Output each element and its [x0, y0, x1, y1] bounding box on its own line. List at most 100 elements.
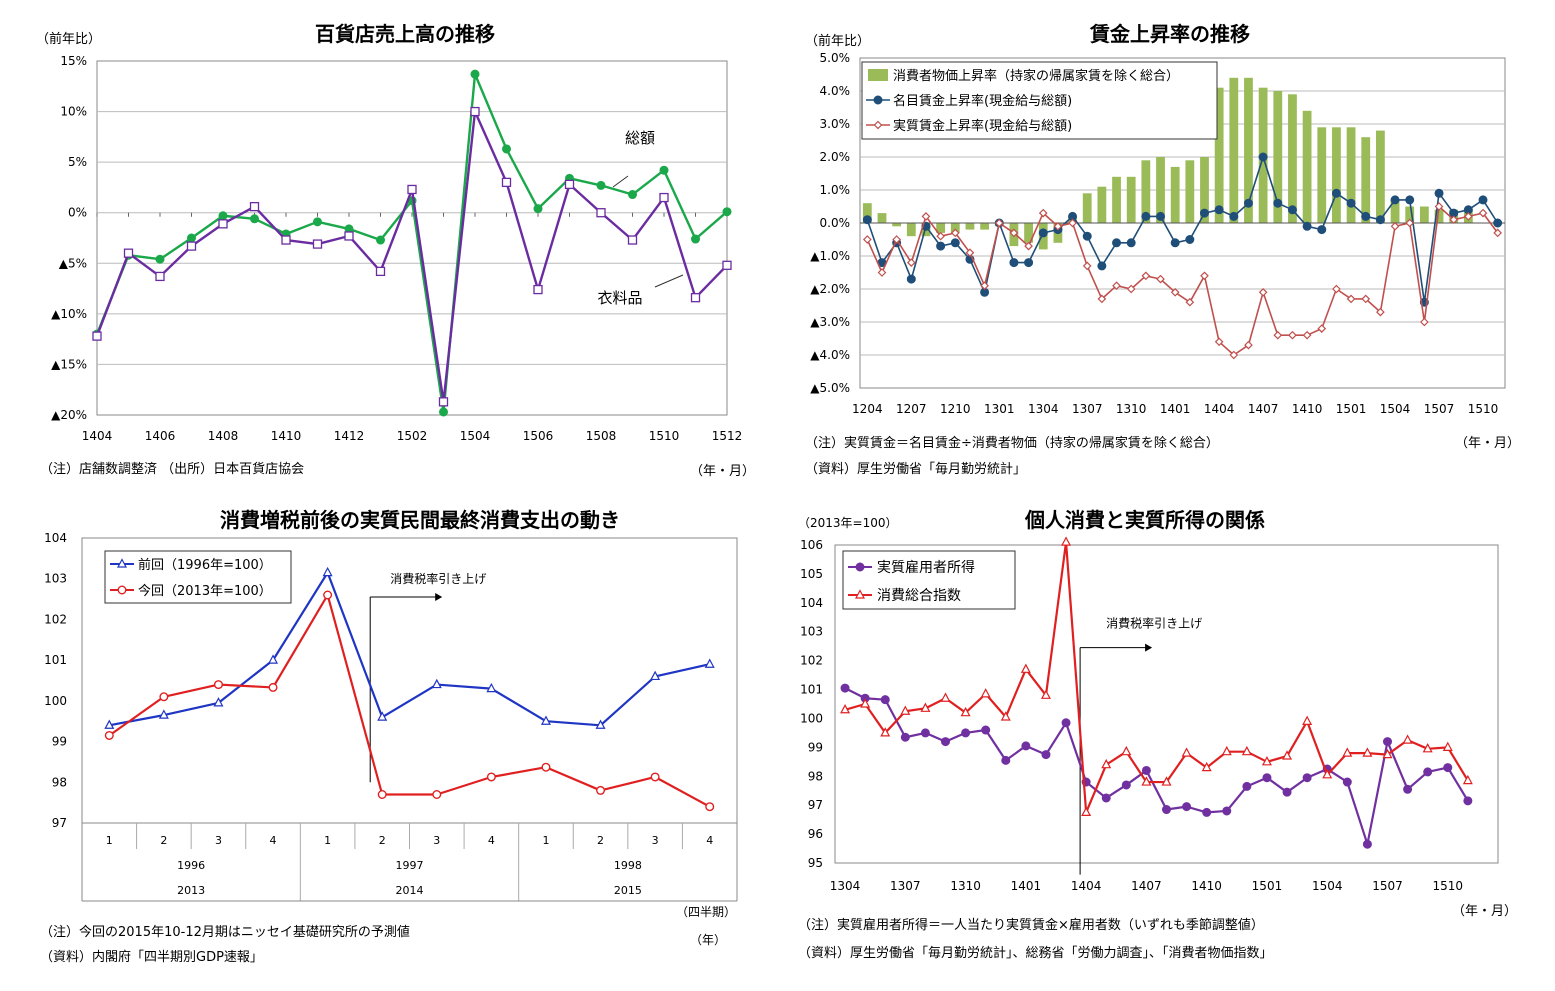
x-tick-label: 1407: [1248, 402, 1279, 416]
cpi-bar: [906, 223, 916, 237]
data-point: [1262, 773, 1272, 783]
y-tick-label: 4.0%: [820, 84, 851, 98]
panel-wage-growth: 賃金上昇率の推移 （前年比） 5.0% 4.0% 3.0% 2.0% 1.0% 0.0% ▲…: [780, 0, 1555, 480]
quarter-label: 3: [652, 834, 659, 847]
x-tick-label: 1404: [1204, 402, 1235, 416]
x-tick-label: 1210: [940, 402, 971, 416]
data-point: [960, 706, 971, 717]
data-point: [375, 266, 386, 277]
data-point: [1162, 805, 1172, 815]
data-point: [249, 214, 259, 224]
series-label-pointer: [654, 274, 684, 288]
data-point: [312, 239, 323, 249]
annotation-arrowhead: [435, 593, 443, 602]
data-point: [1126, 238, 1136, 248]
data-point: [1361, 211, 1371, 221]
year-label-prev: 1998: [614, 859, 642, 872]
data-point: [961, 728, 971, 738]
data-point: [1001, 755, 1011, 765]
cpi-bar: [1082, 193, 1092, 223]
data-point: [1442, 741, 1453, 751]
cpi-bar: [1156, 157, 1165, 223]
cpi-bar: [1126, 176, 1136, 223]
y-tick-label: 5.0%: [820, 51, 851, 65]
data-point: [377, 790, 387, 800]
data-point: [1390, 195, 1400, 205]
year-label-prev: 1996: [177, 859, 205, 872]
y-tick-label: ▲20%: [51, 408, 87, 422]
data-point: [1302, 715, 1313, 725]
data-point: [1288, 330, 1297, 340]
series-label-pointer: [612, 175, 629, 188]
data-point: [1332, 284, 1341, 294]
quarter-label: 1: [542, 834, 549, 847]
cpi-bar: [936, 223, 946, 233]
y-tick-label: 0.0%: [820, 216, 851, 230]
data-point: [650, 670, 661, 681]
x-unit-label: （年・月）: [690, 464, 756, 479]
data-point: [1322, 769, 1333, 779]
data-point: [1241, 745, 1252, 756]
y-tick-label: ▲5.0%: [810, 381, 850, 395]
note-1: （注）実質賃金＝名目賃金÷消費者物価（持家の帰属家賃を除く総合）: [805, 436, 1219, 451]
cpi-bar: [1317, 127, 1327, 223]
y-tick-label: 106: [800, 538, 823, 552]
data-point: [1040, 689, 1051, 699]
data-point: [1112, 238, 1122, 248]
note-1: （注）実質雇用者所得＝一人当たり実質賃金×雇用者数（いずれも季節調整値）: [798, 918, 1264, 933]
year-label-curr: 2015: [614, 884, 642, 897]
data-point: [1282, 787, 1292, 797]
cpi-bar: [1332, 127, 1341, 223]
data-point: [704, 658, 715, 668]
data-point: [1331, 188, 1341, 198]
data-point: [892, 235, 901, 244]
legend-marker: [855, 589, 865, 599]
data-point: [1420, 317, 1429, 327]
cpi-bar: [1302, 110, 1312, 223]
y-tick-label: 103: [44, 572, 67, 586]
y-tick-label: 97: [808, 798, 823, 812]
data-point: [432, 790, 442, 800]
y-tick-label: 100: [44, 694, 67, 708]
cpi-bar: [877, 213, 887, 223]
data-point: [1199, 208, 1209, 218]
data-point: [249, 201, 260, 212]
data-point: [92, 331, 102, 341]
data-point: [533, 284, 543, 295]
data-point: [1009, 228, 1019, 238]
y-unit-label: （2013年=100）: [798, 516, 898, 530]
data-point: [1024, 241, 1033, 251]
x-tick-label: 1508: [586, 429, 617, 443]
data-point: [690, 293, 701, 303]
x-tick-label: 1510: [1468, 402, 1499, 416]
data-point: [1434, 188, 1444, 198]
x-tick-label: 1406: [145, 429, 176, 443]
data-point: [860, 698, 871, 708]
data-point: [104, 730, 114, 740]
x-tick-label: 1510: [1432, 879, 1463, 893]
data-point: [1244, 340, 1253, 350]
data-point: [1222, 806, 1232, 816]
quarter-unit-label: （四半期）: [676, 905, 737, 919]
data-point: [470, 69, 480, 79]
x-tick-label: 1404: [82, 429, 113, 443]
legend-swatch-cpi: [868, 69, 888, 81]
data-point: [564, 179, 575, 190]
data-point: [1449, 215, 1459, 225]
y-tick-label: 104: [44, 531, 67, 545]
y-tick-label: 100: [800, 711, 823, 725]
consumption-spending-chart: 104 103 102 101 100 99 98 97 1 2 3 4 1 2 3 4 1 2 3 4 1996 199…: [44, 531, 738, 902]
note: （注）店舗数調整済 （出所）日本百貨店協会: [40, 462, 305, 477]
wage-growth-chart: 5.0% 4.0% 3.0% 2.0% 1.0% 0.0% ▲1.0% ▲2.0% ▲3.0% ▲…: [810, 51, 1506, 416]
data-point: [1342, 777, 1352, 787]
panel-department-store-sales: 百貨店売上高の推移 （前年比） 15% 10% 5% 0% ▲5% ▲10% ▲15% ▲20…: [0, 0, 770, 480]
note-2: （資料）厚生労働省「毎月勤労統計」: [805, 462, 1027, 477]
data-point: [322, 566, 333, 577]
data-point: [104, 719, 115, 729]
data-point: [213, 697, 224, 707]
data-point: [1221, 745, 1232, 756]
cpi-bar: [1361, 137, 1371, 223]
x-tick-label: 1501: [1252, 879, 1283, 893]
x-tick-label: 1502: [397, 429, 428, 443]
data-point: [1170, 238, 1180, 248]
